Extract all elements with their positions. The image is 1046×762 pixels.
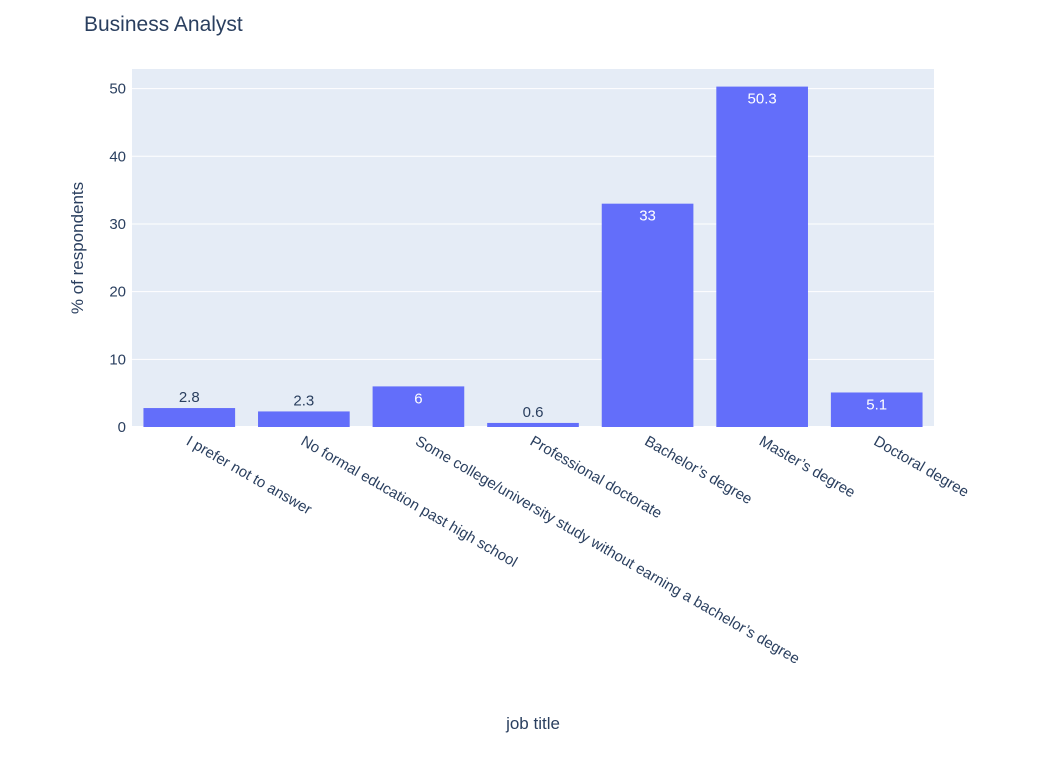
bar-value-label: 6	[414, 390, 422, 407]
x-tick-label: I prefer not to answer	[183, 433, 314, 519]
x-tick-label: No formal education past high school	[298, 433, 520, 571]
y-tick-label: 0	[118, 419, 126, 436]
bar-value-label: 50.3	[748, 91, 777, 108]
bar	[258, 411, 350, 427]
bar	[143, 408, 236, 427]
bar-value-label: 2.8	[179, 389, 200, 406]
x-tick-label: Doctoral degree	[871, 433, 972, 501]
y-tick-label: 20	[109, 284, 126, 301]
bar-value-label: 33	[639, 208, 656, 225]
bar	[830, 392, 923, 427]
x-tick-label: Bachelor’s degree	[642, 433, 755, 508]
bar-value-label: 0.6	[523, 404, 544, 421]
plot-background	[132, 69, 934, 427]
bar-value-label: 5.1	[866, 396, 887, 413]
y-tick-label: 10	[109, 351, 126, 368]
bar-value-label: 2.3	[293, 392, 314, 409]
x-tick-label: Master’s degree	[756, 433, 858, 502]
bar	[487, 422, 579, 427]
x-tick-label: Some college/university study without ea…	[412, 433, 802, 668]
y-tick-label: 40	[109, 148, 126, 165]
y-axis-title: % of respondents	[68, 182, 87, 314]
bar-value-labels: 2.8 2.3 6 0.6 33 50.3 5.1	[179, 91, 887, 421]
y-tick-label: 30	[109, 216, 126, 233]
y-axis-ticks: 0 10 20 30 40 50	[109, 81, 126, 436]
bar	[716, 86, 808, 428]
chart-title: Business Analyst	[84, 13, 243, 36]
y-tick-label: 50	[109, 81, 126, 98]
x-axis-title: job title	[505, 714, 560, 733]
bars	[143, 86, 923, 428]
bar	[372, 386, 465, 427]
bar	[601, 203, 694, 427]
